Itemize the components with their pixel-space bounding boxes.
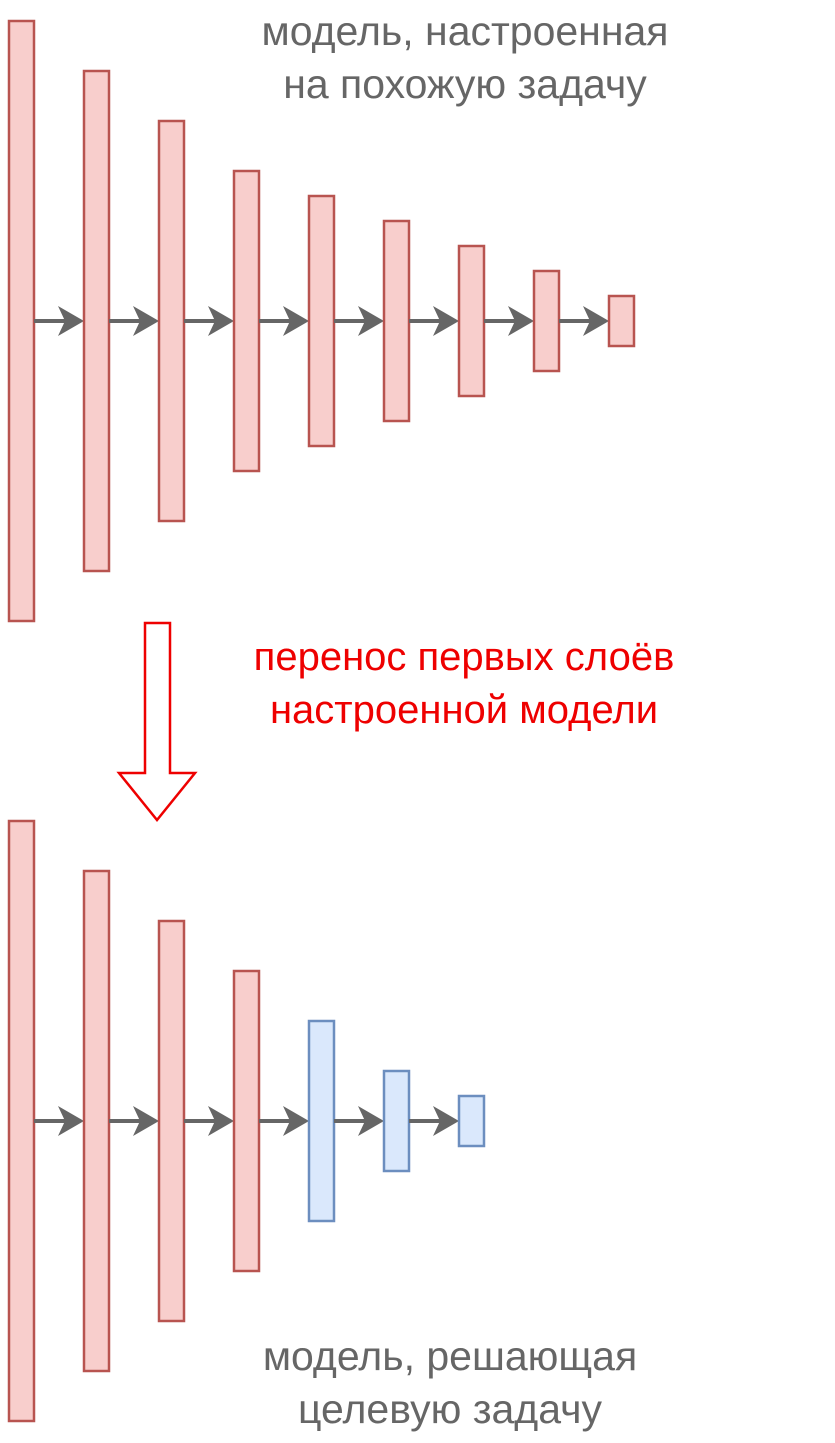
bottom-arrowhead-1: [58, 1106, 84, 1136]
top-layer-2: [82, 69, 111, 573]
bottom-model: [7, 819, 486, 1423]
top-arrowhead-7: [508, 306, 534, 336]
bottom-layer-6: [382, 1069, 411, 1173]
top-arrowhead-5: [358, 306, 384, 336]
top-arrowhead-2: [133, 306, 159, 336]
top-layer-8: [532, 269, 561, 373]
top-layer-6: [382, 219, 411, 423]
transfer-label-line1: перенос первых слоёв: [254, 635, 675, 679]
bottom-layer-5: [307, 1019, 336, 1223]
bottom-layer-1: [7, 819, 36, 1423]
bottom-caption-line2: целевую задачу: [298, 1386, 602, 1432]
bottom-layer-3: [157, 919, 186, 1323]
bottom-arrowhead-5: [358, 1106, 384, 1136]
transfer-label-line2: настроенной модели: [270, 688, 658, 732]
bottom-layer-2: [82, 869, 111, 1373]
top-arrowhead-3: [208, 306, 234, 336]
bottom-arrowhead-6: [433, 1106, 459, 1136]
top-layer-4: [232, 169, 261, 473]
top-arrowhead-6: [433, 306, 459, 336]
top-layer-1: [7, 19, 36, 623]
top-arrowhead-4: [283, 306, 309, 336]
top-model: [7, 19, 636, 623]
bottom-arrowhead-4: [283, 1106, 309, 1136]
top-layer-3: [157, 119, 186, 523]
bottom-arrowhead-2: [133, 1106, 159, 1136]
top-arrowhead-1: [58, 306, 84, 336]
bottom-layer-4: [232, 969, 261, 1273]
bottom-layer-7: [457, 1094, 486, 1148]
top-layer-5: [307, 194, 336, 448]
bottom-arrowhead-3: [208, 1106, 234, 1136]
top-caption-line2: на похожую задачу: [283, 61, 647, 107]
top-layer-7: [457, 244, 486, 398]
transfer-arrow: [116, 621, 198, 822]
bottom-caption-line1: модель, решающая: [263, 1333, 637, 1379]
top-arrowhead-8: [583, 306, 609, 336]
top-layer-9: [607, 294, 636, 348]
top-caption-line1: модель, настроенная: [262, 8, 669, 54]
